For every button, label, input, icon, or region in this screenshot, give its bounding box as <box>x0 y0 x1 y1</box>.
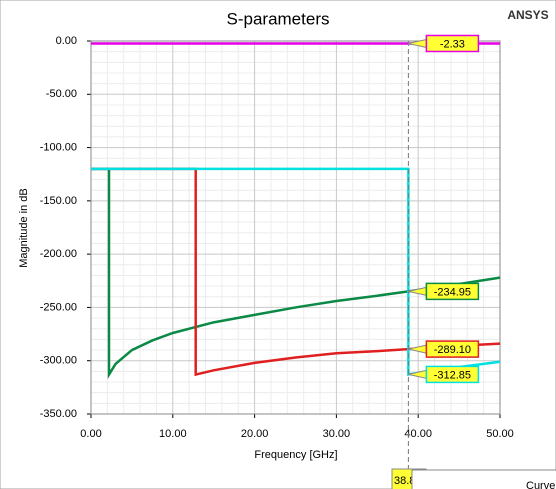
marker-label: -2.33 <box>440 38 465 50</box>
x-axis-label: Frequency [GHz] <box>254 449 337 461</box>
x-tick-label: 40.00 <box>404 428 432 440</box>
y-tick-label: 0.00 <box>56 35 77 47</box>
y-tick-label: -50.00 <box>46 88 77 100</box>
x-tick-label: 10.00 <box>159 428 187 440</box>
y-tick-label: -200.00 <box>40 248 77 260</box>
marker-label: -234.95 <box>434 286 471 298</box>
series-line <box>91 167 501 379</box>
x-tick-label: 0.00 <box>80 428 101 440</box>
legend-box <box>411 469 556 489</box>
legend-header: Curve <box>526 480 555 489</box>
marker-label-box <box>425 34 480 53</box>
marker-label-box <box>425 282 480 301</box>
marker-label-box <box>425 365 480 384</box>
y-axis-label: Magnitude in dB <box>18 188 30 268</box>
x-tick-label: 30.00 <box>323 428 351 440</box>
y-tick-label: -350.00 <box>40 408 77 420</box>
y-tick-label: -300.00 <box>40 355 77 367</box>
marker-x-label: 38.8 <box>394 475 415 487</box>
y-tick-label: -150.00 <box>40 195 77 207</box>
x-tick-label: 50.00 <box>486 428 514 440</box>
y-tick-label: -100.00 <box>40 141 77 153</box>
marker-label: -289.10 <box>434 344 471 356</box>
chart-title: S-parameters <box>227 9 330 28</box>
brand: ANSYS <box>507 8 548 22</box>
marker-label: -312.85 <box>434 369 471 381</box>
x-tick-label: 20.00 <box>241 428 269 440</box>
y-tick-label: -250.00 <box>40 301 77 313</box>
marker-label-box <box>425 340 480 358</box>
plot-border <box>90 40 501 415</box>
